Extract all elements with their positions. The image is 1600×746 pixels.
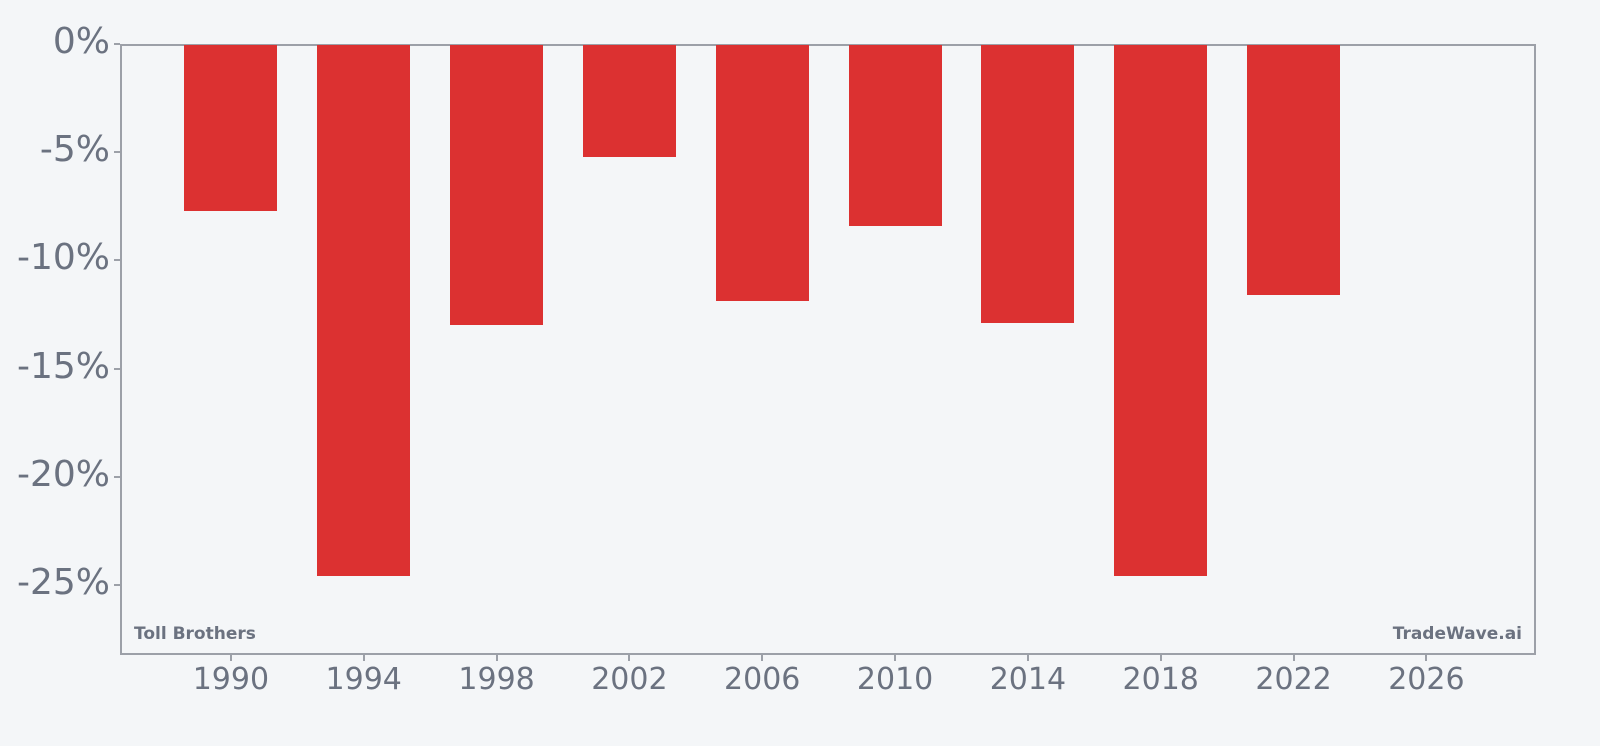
- plot-area: [120, 44, 1536, 655]
- x-tick-label: 2022: [1255, 662, 1332, 697]
- y-tick: [114, 43, 120, 45]
- bar-2014: [981, 45, 1075, 324]
- y-tick-label: -5%: [39, 129, 110, 171]
- x-tick: [229, 655, 232, 661]
- x-tick: [1026, 655, 1029, 661]
- y-tick-label: -25%: [16, 561, 110, 603]
- brand-watermark: TradeWave.ai: [1392, 624, 1522, 644]
- x-tick: [894, 655, 897, 661]
- x-tick: [761, 655, 764, 661]
- x-tick-label: 2006: [724, 662, 801, 697]
- company-name-watermark: Toll Brothers: [134, 624, 256, 644]
- x-tick-label: 2002: [591, 662, 668, 697]
- bar-1994: [317, 45, 411, 577]
- y-tick: [114, 583, 120, 586]
- x-tick-label: 1990: [192, 662, 270, 697]
- x-tick: [362, 655, 365, 661]
- y-tick-label: 0%: [52, 21, 110, 62]
- x-tick-label: 2026: [1388, 662, 1465, 697]
- y-tick: [114, 475, 120, 478]
- x-tick-label: 1998: [458, 662, 535, 697]
- bar-1990: [184, 45, 278, 211]
- y-tick: [114, 151, 120, 154]
- bar-2002: [582, 45, 676, 157]
- y-tick: [114, 367, 120, 370]
- x-tick: [628, 655, 631, 661]
- x-tick: [495, 655, 498, 661]
- bar-2010: [848, 45, 942, 226]
- x-tick: [1425, 655, 1428, 661]
- x-tick-label: 2018: [1122, 662, 1199, 697]
- y-tick-label: -15%: [16, 345, 110, 387]
- y-tick-label: -10%: [16, 237, 110, 279]
- bar-2018: [1114, 45, 1208, 577]
- x-tick-label: 1994: [325, 662, 402, 697]
- bar-2022: [1247, 45, 1341, 295]
- x-tick: [1159, 655, 1162, 661]
- x-tick-label: 2010: [856, 662, 934, 697]
- x-tick-label: 2014: [989, 662, 1067, 697]
- y-tick-label: -20%: [16, 453, 110, 495]
- x-tick: [1292, 655, 1295, 661]
- bar-2006: [715, 45, 809, 302]
- bar-1998: [450, 45, 544, 326]
- y-tick: [114, 259, 120, 262]
